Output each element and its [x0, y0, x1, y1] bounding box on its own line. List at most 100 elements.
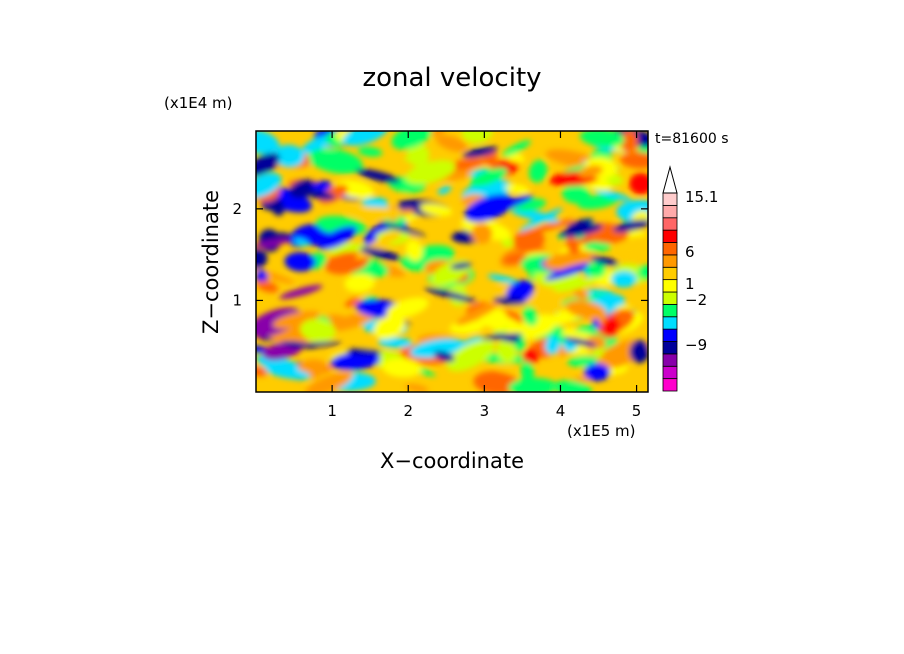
colorbar-swatch	[662, 192, 678, 206]
heatmap-blob	[573, 288, 589, 300]
heatmap-blob	[386, 297, 429, 319]
colorbar-swatch	[662, 365, 678, 380]
heatmap-blob	[502, 140, 531, 157]
heatmap-blob	[446, 340, 495, 372]
heatmap-blob	[284, 252, 317, 272]
heatmap-blob	[329, 310, 378, 332]
heatmap-blob	[522, 306, 538, 326]
heatmap-blob	[620, 131, 638, 152]
heatmap-blob	[308, 148, 363, 174]
heatmap-streak	[590, 256, 619, 266]
heatmap-blob	[618, 236, 648, 256]
x-tick-label: 1	[327, 402, 337, 420]
colorbar-swatch	[662, 217, 678, 231]
heatmap-blob	[419, 203, 453, 216]
heatmap-blob	[437, 185, 452, 195]
heatmap-blob	[522, 348, 539, 365]
heatmap-blob	[272, 310, 320, 329]
heatmap-blob	[583, 363, 611, 382]
x-ticks: 1 2 3 4 5	[327, 131, 641, 420]
heatmap-blob	[629, 172, 648, 195]
heatmap-blob	[357, 146, 383, 157]
colorbar-arrow	[662, 165, 678, 194]
heatmap-blob	[256, 280, 279, 293]
heatmap-blob	[256, 172, 282, 199]
heatmap-blob	[405, 239, 423, 261]
heatmap-blob	[345, 296, 360, 308]
heatmap-streak	[462, 146, 499, 158]
x-axis-label: X−coordinate	[380, 449, 524, 473]
colorbar-swatch	[662, 229, 678, 243]
heatmap-blob	[378, 337, 413, 349]
heatmap-blob	[330, 351, 381, 371]
heatmap-blob	[344, 273, 376, 293]
heatmap-streak	[450, 262, 472, 270]
colorbar-label: −9	[685, 336, 707, 354]
colorbar-swatch	[662, 204, 678, 219]
x-tick-label: 3	[480, 402, 490, 420]
heatmap-streak	[563, 337, 598, 347]
colorbar	[662, 165, 678, 392]
heatmap-streak	[310, 191, 336, 201]
heatmap-blob	[348, 206, 403, 219]
heatmap-blob	[301, 135, 332, 155]
heatmap-blob	[361, 197, 388, 208]
heatmap-blob	[289, 179, 317, 199]
heatmap-streak	[289, 341, 342, 349]
heatmap-streak	[493, 333, 522, 343]
y-axis-label: Z−coordinate	[199, 190, 223, 334]
heatmap-blob	[381, 231, 401, 242]
heatmap-blob	[532, 288, 562, 309]
heatmap-blob	[405, 160, 456, 185]
plot-frame	[255, 130, 649, 393]
heatmap-blob	[620, 152, 648, 169]
heatmap-blob	[470, 167, 508, 187]
colorbar-swatch	[662, 291, 678, 305]
y-axis-unit: (x1E4 m)	[164, 94, 233, 112]
colorbar-swatch	[662, 266, 678, 281]
heatmap-blob	[448, 157, 486, 171]
heatmap-blob	[461, 131, 493, 144]
heatmap-blob	[518, 207, 563, 232]
colorbar-swatch	[662, 303, 678, 318]
colorbar-swatch	[662, 254, 678, 268]
x-tick-label: 5	[632, 402, 642, 420]
heatmap-blob	[501, 237, 515, 248]
heatmap-blob	[342, 131, 389, 146]
colorbar-label: 6	[685, 243, 695, 261]
heatmap-blob	[505, 184, 530, 194]
heatmap-blob	[273, 144, 305, 168]
heatmap-blob	[578, 165, 603, 178]
heatmap-blob	[405, 384, 429, 392]
colorbar-swatch	[662, 316, 678, 330]
heatmap-blob	[488, 308, 509, 331]
heatmap-blob	[562, 327, 575, 337]
heatmap-blob	[311, 180, 332, 191]
colorbar-swatch	[662, 378, 678, 392]
colorbar-label: 15.1	[685, 188, 718, 206]
heatmap-blob	[300, 318, 336, 342]
heatmap-blob	[579, 131, 625, 148]
heatmap-field	[256, 131, 648, 392]
heatmap-blob	[487, 274, 519, 284]
heatmap-blob	[562, 184, 591, 204]
heatmap-blob	[637, 264, 648, 280]
colorbar-label: −2	[685, 291, 707, 309]
y-tick-label: 2	[232, 200, 242, 218]
heatmap-blob	[297, 359, 328, 377]
heatmap-blob	[629, 339, 648, 364]
heatmap-blob	[373, 314, 406, 340]
heatmap-blob	[294, 238, 309, 246]
heatmap-blob	[436, 134, 468, 152]
colorbar-swatch	[662, 242, 678, 256]
y-tick-label: 1	[232, 291, 242, 309]
heatmap-blob	[496, 340, 516, 363]
time-label: t=81600 s	[655, 131, 729, 147]
heatmap-blob	[577, 193, 620, 210]
heatmap-blob	[513, 228, 546, 253]
heatmap-blob	[456, 301, 500, 326]
colorbar-swatch	[662, 279, 678, 293]
heatmap-blobs	[256, 131, 648, 392]
colorbar-labels: 15.1 6 1−2 −9	[685, 188, 718, 354]
